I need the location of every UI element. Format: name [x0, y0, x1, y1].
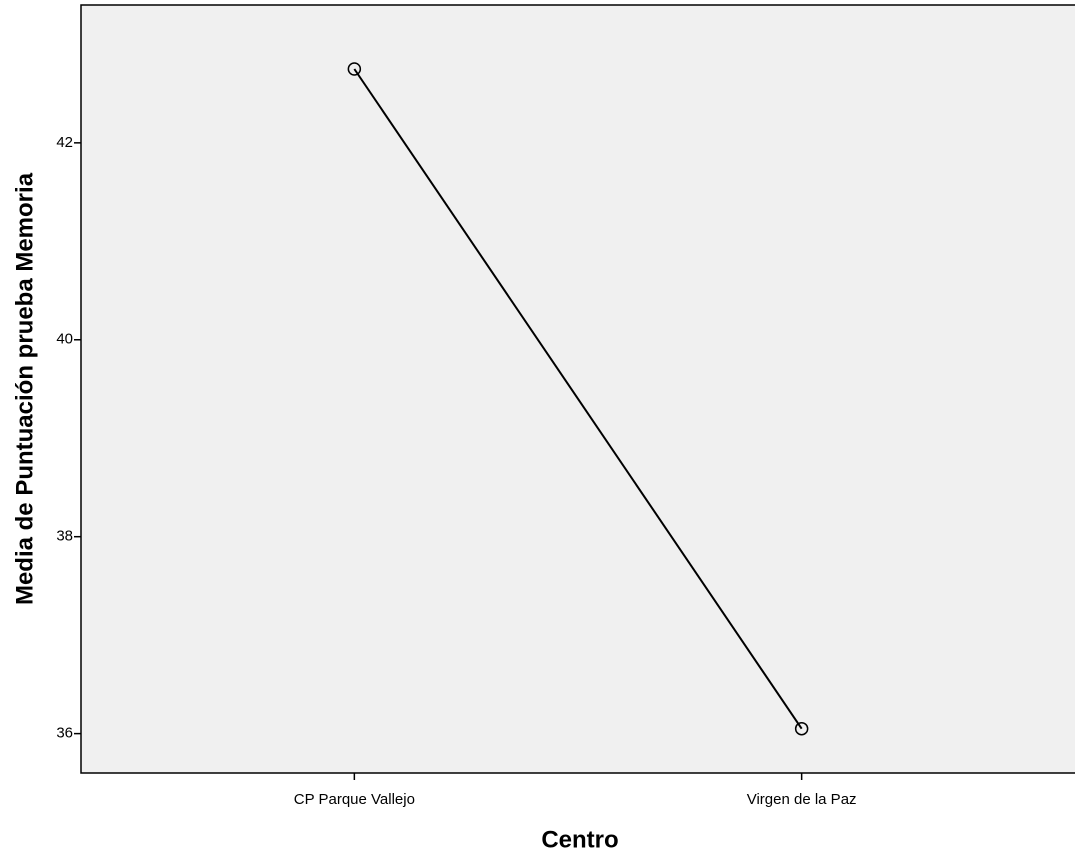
y-tick-label: 36 [56, 725, 73, 742]
y-tick-label: 42 [56, 134, 73, 151]
point [794, 721, 809, 736]
x-tick-label: CP Parque Vallejo [294, 791, 415, 808]
y-tick-label: 40 [56, 331, 73, 348]
point [347, 62, 362, 76]
y-tick-label: 38 [56, 528, 73, 545]
x-axis-title: Centro [541, 826, 618, 853]
plot-area [80, 4, 1075, 774]
line [353, 68, 803, 730]
x-tick-label: Virgen de la Paz [747, 791, 857, 808]
y-axis-title: Media de Puntuación prueba Memoria [11, 172, 38, 605]
